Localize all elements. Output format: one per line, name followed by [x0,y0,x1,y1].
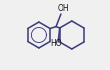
Text: HO: HO [50,39,62,48]
Text: OH: OH [58,4,69,13]
